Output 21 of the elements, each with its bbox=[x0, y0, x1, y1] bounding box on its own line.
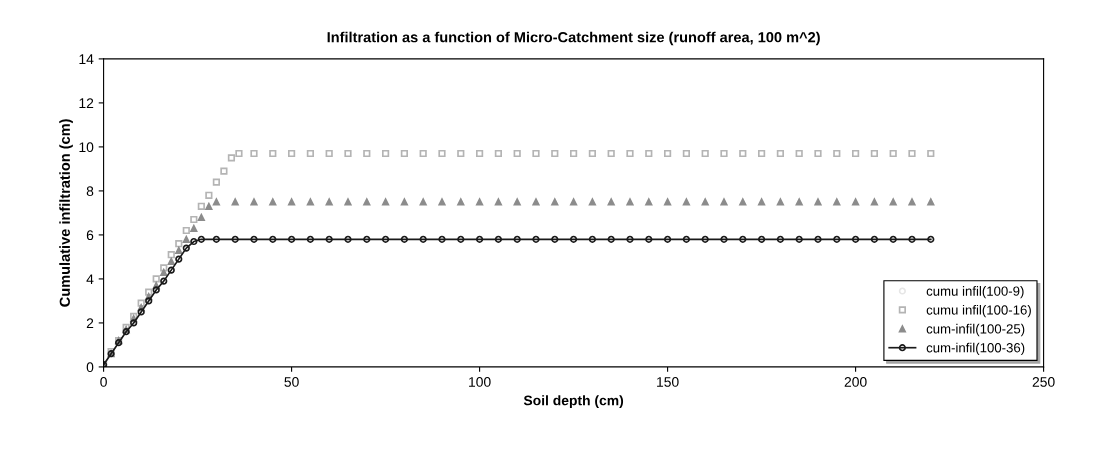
chart-title: Infiltration as a function of Micro-Catchment size (runoff area, 100 m^2) bbox=[327, 31, 820, 46]
y-tick-label: 12 bbox=[79, 98, 94, 108]
y-tick-label: 4 bbox=[86, 274, 94, 284]
y-tick-label: 6 bbox=[86, 230, 94, 241]
x-tick-label: 50 bbox=[284, 377, 299, 387]
x-tick-label: 200 bbox=[844, 377, 867, 387]
x-tick-label: 250 bbox=[1032, 377, 1055, 387]
y-tick-label: 2 bbox=[86, 318, 94, 328]
y-tick-label: 8 bbox=[86, 186, 94, 197]
x-tick-label: 0 bbox=[100, 377, 107, 387]
legend-label: cum-infil(100-25) bbox=[926, 323, 1025, 337]
legend-label: cumu infil(100-16) bbox=[926, 304, 1031, 318]
y-tick-label: 10 bbox=[79, 142, 94, 153]
y-tick-label: 14 bbox=[79, 54, 94, 64]
y-axis-title: Cumulative infiltration (cm) bbox=[59, 119, 73, 307]
legend-label: cum-infil(100-36) bbox=[926, 342, 1025, 356]
y-tick-label: 0 bbox=[86, 362, 94, 373]
x-tick-label: 100 bbox=[469, 377, 491, 387]
legend-label: cumu infil(100-9) bbox=[926, 286, 1024, 299]
x-axis-title: Soil depth (cm) bbox=[523, 395, 624, 409]
x-tick-label: 150 bbox=[657, 377, 679, 387]
